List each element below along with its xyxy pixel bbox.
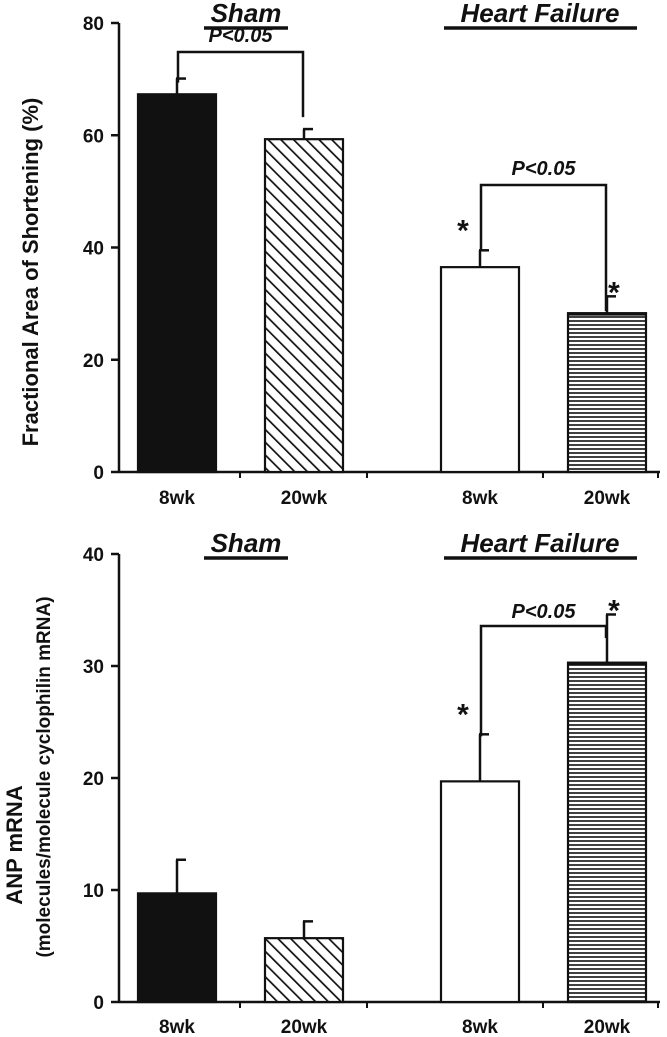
y-axis-title: Fractional Area of Shortening (%) <box>18 98 43 447</box>
bar <box>136 892 218 1004</box>
bar <box>566 312 648 474</box>
y-tick-label: 40 <box>83 545 104 566</box>
comparison-bracket <box>479 183 608 312</box>
y-tick-label: 40 <box>83 239 104 260</box>
comparison-label: P<0.05 <box>512 158 577 180</box>
bar <box>439 780 521 1004</box>
comparison-bracket <box>479 624 608 737</box>
group-label: Sham <box>211 0 282 28</box>
significance-star: * <box>457 214 469 247</box>
category-label: 8wk <box>462 488 498 509</box>
y-tick-label: 80 <box>83 14 104 35</box>
bar <box>566 661 648 1004</box>
y-axis-subtitle: (molecules/molecule cyclophilin mRNA) <box>34 596 55 957</box>
y-tick-label: 0 <box>93 463 104 484</box>
category-label: 8wk <box>462 1017 498 1037</box>
y-tick-label: 60 <box>83 126 104 147</box>
bar <box>136 93 218 474</box>
anp-mrna-chart: 0 10 20 30 40 ANP mRNA (molecules/molecule cyc… <box>2 528 660 1037</box>
group-label: Heart Failure <box>461 528 620 558</box>
y-tick-label: 30 <box>83 657 104 678</box>
group-label: Sham <box>211 528 282 558</box>
category-label: 8wk <box>159 1017 195 1037</box>
category-label: 8wk <box>159 488 195 509</box>
significance-star: * <box>608 276 620 309</box>
category-label: 20wk <box>281 488 328 509</box>
group-label: Heart Failure <box>461 0 620 28</box>
significance-star: * <box>608 594 620 627</box>
y-tick-label: 20 <box>83 769 104 790</box>
bar <box>263 937 345 1004</box>
category-label: 20wk <box>281 1017 328 1037</box>
comparison-label: P<0.05 <box>209 25 274 47</box>
comparison-bracket <box>176 50 305 118</box>
y-tick-label: 0 <box>93 993 104 1014</box>
significance-star: * <box>457 698 469 731</box>
y-axis-title: ANP mRNA <box>2 785 27 905</box>
bar <box>263 138 345 474</box>
y-tick-label: 20 <box>83 351 104 372</box>
bar <box>439 266 521 474</box>
y-tick-label: 10 <box>83 881 104 902</box>
category-label: 20wk <box>584 1017 631 1037</box>
fractional-shortening-chart: 0 20 40 60 80 Fractional Area of Shortening (… <box>18 0 660 509</box>
comparison-label: P<0.05 <box>512 601 577 623</box>
category-label: 20wk <box>584 488 631 509</box>
